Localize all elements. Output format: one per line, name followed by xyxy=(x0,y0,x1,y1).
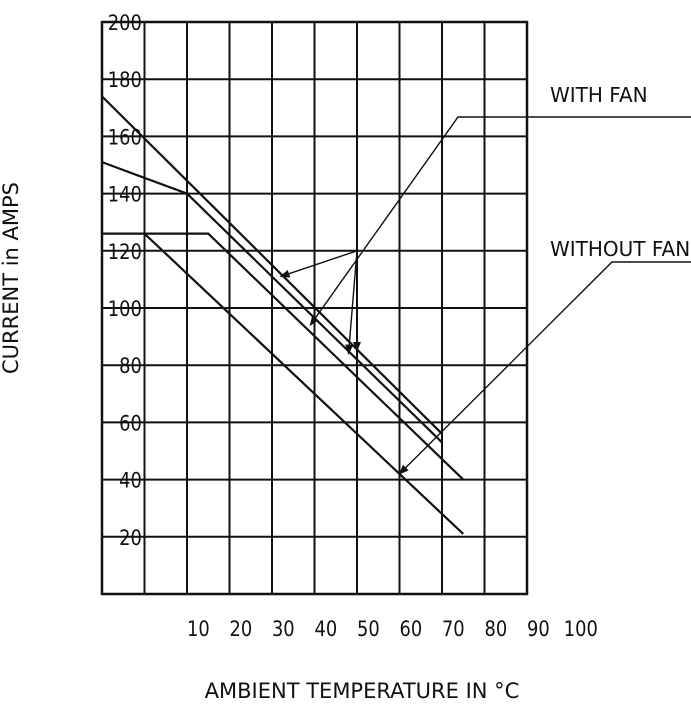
annotations xyxy=(279,116,691,475)
y-tick-label: 200 xyxy=(108,11,142,36)
x-tick-label: 100 xyxy=(564,617,598,642)
y-tick-label: 140 xyxy=(108,182,142,207)
series-line-3 xyxy=(102,232,465,481)
y-tick-label: 20 xyxy=(119,525,142,550)
series-line-4 xyxy=(143,232,465,535)
y-tick-label: 60 xyxy=(119,411,142,436)
with-fan-arrow xyxy=(345,250,358,355)
x-tick-labels: 10 20 30 40 50 60 70 80 90 100 xyxy=(187,617,598,642)
series-line-2 xyxy=(101,161,443,444)
y-tick-labels: 200 180 160 140 120 100 80 60 40 20 xyxy=(108,11,142,551)
y-tick-label: 160 xyxy=(108,125,142,150)
x-tick-label: 90 xyxy=(527,617,550,642)
x-tick-label: 30 xyxy=(272,617,295,642)
x-tick-label: 10 xyxy=(187,617,210,642)
y-axis-title: CURRENT in AMPS xyxy=(0,182,23,374)
y-tick-label: 80 xyxy=(119,354,142,379)
x-tick-label: 50 xyxy=(357,617,380,642)
y-tick-label: 40 xyxy=(119,468,142,493)
x-tick-label: 80 xyxy=(484,617,507,642)
x-tick-label: 40 xyxy=(314,617,337,642)
annotation-without-fan: WITHOUT FAN xyxy=(550,237,690,261)
y-tick-label: 180 xyxy=(108,68,142,93)
y-tick-label: 120 xyxy=(108,239,142,264)
x-axis-title: AMBIENT TEMPERATURE IN °C xyxy=(205,679,520,703)
without-fan-leader xyxy=(398,261,691,475)
x-tick-label: 70 xyxy=(442,617,465,642)
series-line-1 xyxy=(101,95,443,435)
with-fan-arrow xyxy=(279,250,358,278)
with-fan-leader xyxy=(309,116,691,326)
x-tick-label: 20 xyxy=(229,617,252,642)
series-lines xyxy=(101,95,465,535)
annotation-with-fan: WITH FAN xyxy=(550,83,648,107)
x-tick-label: 60 xyxy=(399,617,422,642)
plot-frame xyxy=(100,20,529,596)
y-tick-label: 100 xyxy=(108,297,142,322)
